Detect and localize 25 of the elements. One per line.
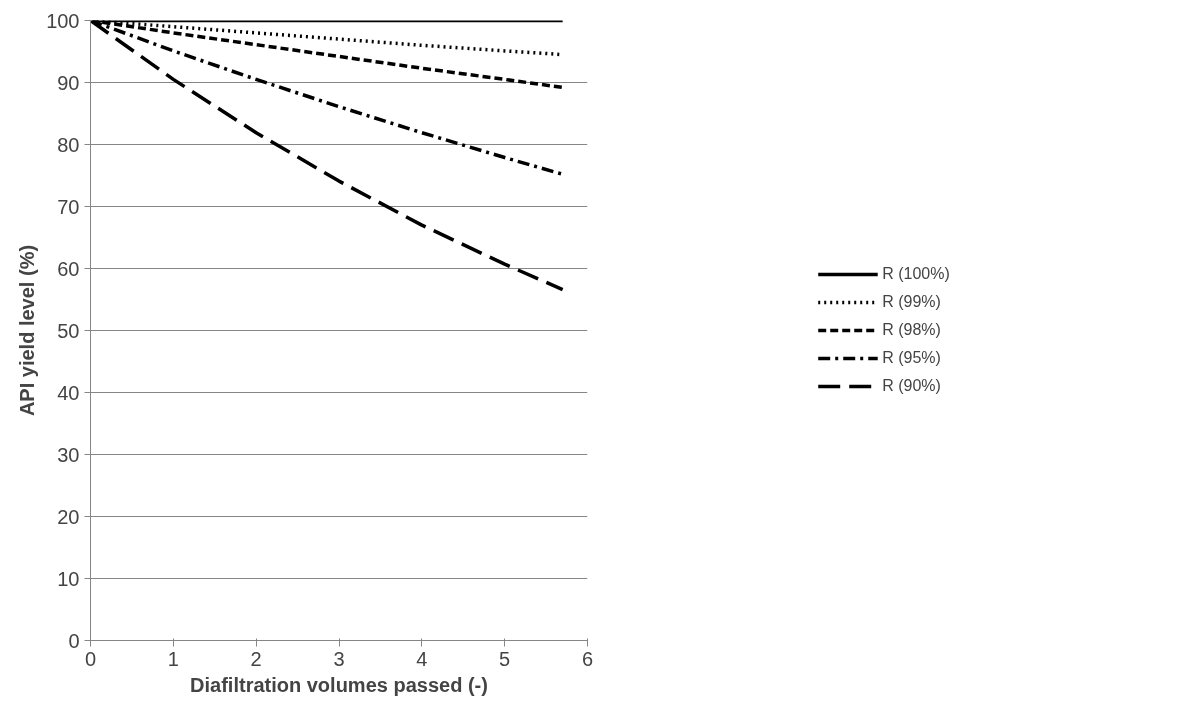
legend-label: R (99%): [882, 293, 941, 311]
x-tick-label: 3: [333, 647, 345, 670]
y-tick-label: 50: [57, 319, 80, 342]
x-tick-label: 2: [250, 647, 262, 670]
x-tick-label: 1: [167, 647, 179, 670]
y-tick-label: 20: [57, 505, 80, 528]
y-tick-label: 60: [57, 257, 80, 280]
x-tick-label: 5: [499, 647, 511, 670]
x-axis-title: Diafiltration volumes passed (-): [190, 673, 488, 696]
y-tick-label: 70: [57, 195, 80, 218]
x-tick-label: 4: [416, 647, 428, 670]
legend-label: R (95%): [882, 349, 941, 367]
x-tick-label: 6: [581, 647, 594, 670]
y-tick-label: 0: [68, 629, 80, 652]
y-tick-label: 30: [57, 443, 80, 466]
legend-label: R (90%): [882, 377, 941, 395]
y-tick-label: 10: [57, 567, 80, 590]
y-axis-title: API yield level (%): [16, 244, 39, 417]
y-tick-label: 80: [57, 133, 80, 156]
legend-label: R (98%): [882, 321, 941, 339]
x-tick-label: 0: [84, 647, 97, 670]
y-tick-label: 90: [57, 71, 80, 94]
legend-label: R (100%): [882, 265, 950, 283]
y-tick-label: 40: [57, 381, 80, 404]
y-tick-label: 100: [46, 9, 80, 32]
